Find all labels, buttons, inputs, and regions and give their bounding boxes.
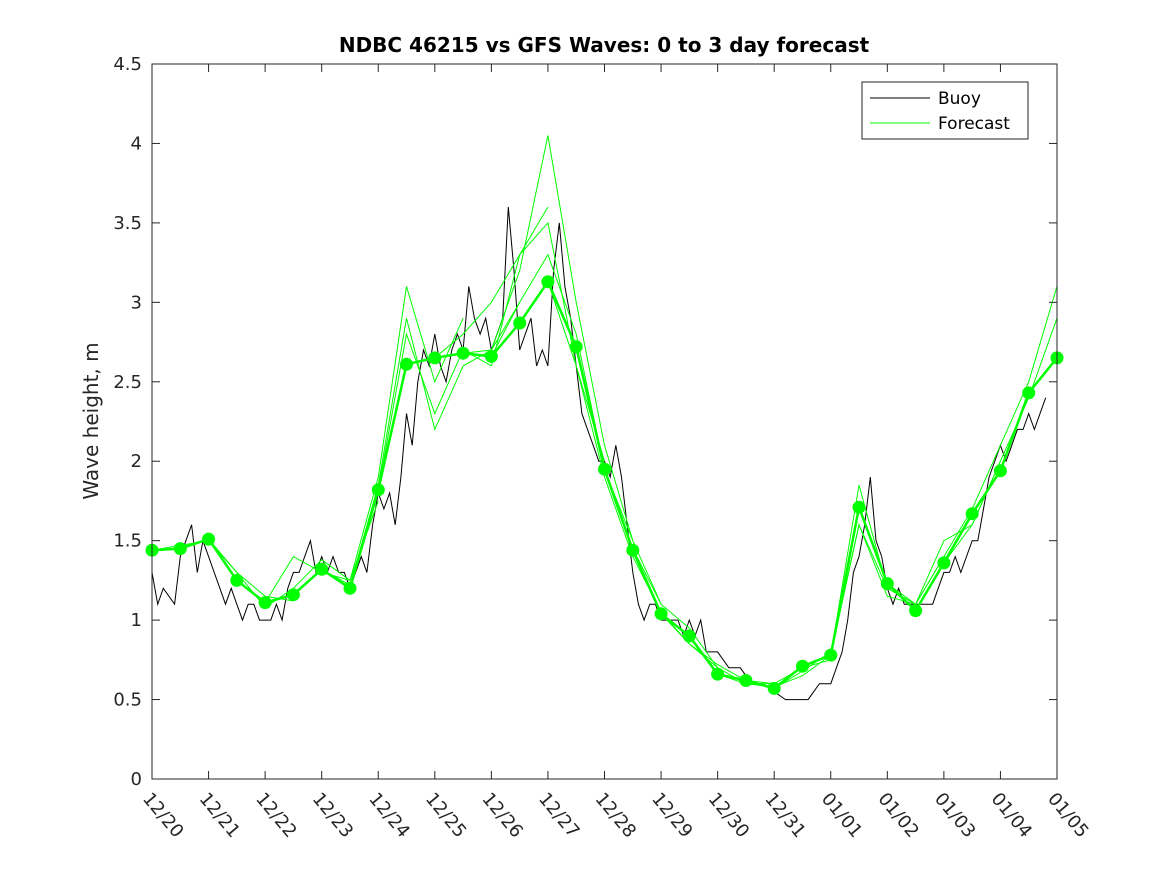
forecast-point [315, 562, 329, 576]
forecast-point [711, 667, 725, 681]
forecast-point [202, 532, 216, 546]
forecast-point [626, 543, 640, 557]
forecast-point [824, 648, 838, 662]
forecast-point [569, 340, 583, 354]
y-tick-label: 2 [131, 451, 142, 472]
legend-buoy-label: Buoy [938, 89, 981, 109]
forecast-point [400, 357, 413, 371]
forecast-point [286, 588, 300, 602]
forecast-point [541, 275, 555, 289]
y-tick-label: 1 [131, 610, 142, 631]
y-tick-label: 4 [131, 133, 142, 154]
forecast-point [456, 346, 470, 360]
forecast-point [993, 464, 1007, 478]
forecast-point [1022, 386, 1036, 400]
forecast-point [880, 577, 894, 591]
forecast-point [937, 556, 951, 570]
forecast-point [258, 596, 272, 610]
y-tick-label: 1.5 [113, 531, 142, 552]
forecast-point [767, 681, 781, 695]
y-tick-label: 4.5 [113, 54, 142, 75]
forecast-point [513, 316, 527, 330]
legend: Buoy Forecast [861, 81, 1029, 140]
forecast-point [173, 542, 187, 556]
y-tick-label: 3.5 [113, 213, 142, 234]
forecast-point [796, 659, 809, 673]
forecast-point [682, 629, 696, 643]
forecast-point [598, 462, 611, 476]
forecast-point [230, 573, 244, 587]
forecast-run-line [943, 318, 1057, 564]
plot-area [152, 64, 1057, 779]
y-tick-label: 0.5 [113, 690, 142, 711]
forecast-point [965, 507, 979, 521]
forecast-point [371, 483, 385, 497]
y-tick-label: 3 [131, 292, 142, 313]
legend-box [861, 81, 1029, 140]
forecast-point [343, 581, 357, 595]
forecast-point [484, 349, 498, 363]
y-tick-label: 2.5 [113, 372, 142, 393]
forecast-point [852, 500, 866, 514]
forecast-point [654, 607, 668, 621]
forecast-point [739, 674, 753, 687]
chart-title: NDBC 46215 vs GFS Waves: 0 to 3 day fore… [339, 33, 870, 57]
y-tick-label: 0 [131, 769, 142, 790]
forecast-run-line [264, 286, 464, 603]
legend-forecast-label: Forecast [938, 114, 1010, 134]
forecast-point [909, 604, 923, 618]
forecast-point [428, 351, 442, 365]
y-axis-label: Wave height, m [79, 342, 103, 499]
